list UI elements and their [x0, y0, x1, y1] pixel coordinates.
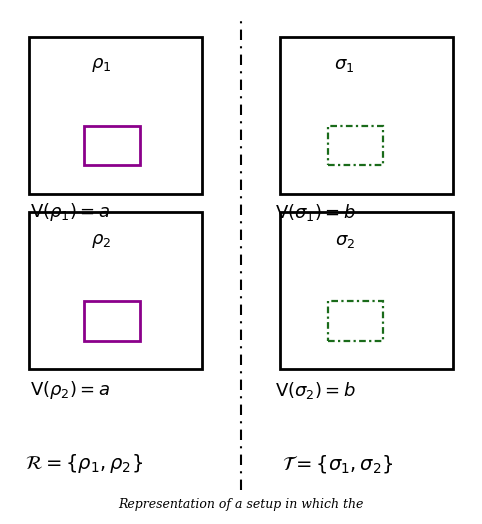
- Text: $\rho_1$: $\rho_1$: [91, 57, 111, 74]
- Text: $\mathrm{V}(\rho_2) = a$: $\mathrm{V}(\rho_2) = a$: [30, 379, 110, 401]
- Text: $\mathrm{V}(\rho_1) = a$: $\mathrm{V}(\rho_1) = a$: [30, 201, 110, 223]
- Text: $\rho_2$: $\rho_2$: [91, 232, 111, 250]
- Bar: [328, 126, 383, 165]
- Text: Representation of a setup in which the: Representation of a setup in which the: [118, 498, 364, 511]
- Text: $\mathcal{R} = \{\rho_1, \rho_2\}$: $\mathcal{R} = \{\rho_1, \rho_2\}$: [25, 452, 144, 475]
- Bar: [280, 37, 453, 194]
- Bar: [280, 212, 453, 369]
- Bar: [29, 37, 202, 194]
- Text: $\mathrm{V}(\sigma_1) = b$: $\mathrm{V}(\sigma_1) = b$: [275, 202, 356, 223]
- Text: $\mathrm{V}(\sigma_2) = b$: $\mathrm{V}(\sigma_2) = b$: [275, 380, 356, 401]
- Text: $\sigma_1$: $\sigma_1$: [335, 57, 355, 74]
- Bar: [328, 301, 383, 341]
- Bar: [84, 301, 140, 341]
- Bar: [84, 126, 140, 165]
- Bar: [29, 212, 202, 369]
- Text: $\mathcal{T} = \{\sigma_1, \sigma_2\}$: $\mathcal{T} = \{\sigma_1, \sigma_2\}$: [281, 453, 393, 475]
- Text: $\sigma_2$: $\sigma_2$: [335, 232, 355, 250]
